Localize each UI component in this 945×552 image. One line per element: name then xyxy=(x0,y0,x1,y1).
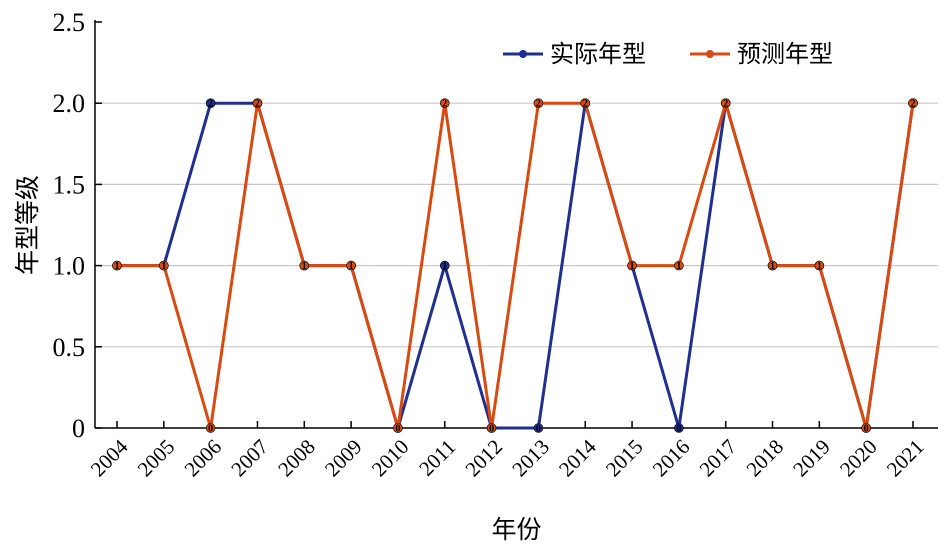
y-tick-label: 0.5 xyxy=(53,333,86,362)
data-point xyxy=(486,423,497,433)
x-tick-labels: 2004 2005 2006 2007 2008 2009 2010 2011 2012 2013… xyxy=(86,434,929,481)
legend-marker-actual xyxy=(519,50,527,58)
data-point xyxy=(674,423,684,433)
data-point xyxy=(767,260,778,271)
data-label: 2 xyxy=(583,99,588,110)
data-label: 2 xyxy=(208,99,213,110)
x-axis-title: 年份 xyxy=(491,515,541,544)
data-label: 2 xyxy=(442,99,447,110)
y-tick-label: 2.0 xyxy=(53,89,86,118)
data-label: 2 xyxy=(255,99,260,110)
x-tick-label: 2006 xyxy=(180,435,227,482)
x-tick-label: 2021 xyxy=(882,435,929,482)
data-point xyxy=(346,260,356,271)
data-point xyxy=(580,98,591,108)
data-label: 0 xyxy=(536,424,541,435)
x-tick-label: 2009 xyxy=(320,435,367,482)
series-group: 1 1 2 2 1 1 0 1 0 0 2 1 0 2 1 1 0 21 1 0 2 1 1 0 2 0 2 2 1 1 2 1 1 0 2 xyxy=(112,98,918,435)
legend-label-actual: 实际年型 xyxy=(550,40,646,68)
data-label: 0 xyxy=(395,424,400,435)
x-tick-label: 2005 xyxy=(133,435,180,482)
data-point xyxy=(814,260,825,271)
data-point xyxy=(205,423,216,433)
y-tick-label: 0 xyxy=(72,414,85,443)
x-tick-label: 2011 xyxy=(414,435,460,481)
grid-lines xyxy=(95,102,938,348)
x-tick-label: 2015 xyxy=(601,435,648,482)
x-tick-label: 2014 xyxy=(554,434,601,481)
x-tick-label: 2018 xyxy=(741,435,788,482)
data-label: 0 xyxy=(208,424,213,435)
data-label: 0 xyxy=(864,424,869,435)
data-label: 1 xyxy=(161,261,166,272)
x-tick-label: 2019 xyxy=(788,435,835,482)
data-point xyxy=(861,423,871,433)
y-tick-labels: 0 0.5 1.0 1.5 2.0 2.5 xyxy=(53,8,86,443)
data-point xyxy=(439,260,450,271)
data-point xyxy=(439,98,450,108)
data-point xyxy=(720,98,731,108)
x-tick-label: 2007 xyxy=(226,435,273,482)
data-label: 1 xyxy=(442,261,447,272)
data-label: 1 xyxy=(349,261,354,272)
y-tick-label: 2.5 xyxy=(53,8,86,37)
series-line xyxy=(117,101,915,430)
legend: 实际年型 预测年型 xyxy=(503,40,833,68)
data-point xyxy=(533,423,544,433)
data-label: 1 xyxy=(676,261,681,272)
legend-marker-forecast xyxy=(706,50,714,58)
data-point xyxy=(112,260,122,271)
data-label: 2 xyxy=(536,99,541,110)
x-tick-label: 2010 xyxy=(367,435,414,482)
axes xyxy=(94,20,938,429)
x-tick-label: 2008 xyxy=(273,435,320,482)
data-label: 0 xyxy=(676,424,681,435)
data-point xyxy=(393,423,403,433)
legend-label-forecast: 预测年型 xyxy=(737,40,833,68)
x-tick-label: 2020 xyxy=(835,435,882,482)
data-label: 1 xyxy=(770,261,775,272)
data-label: 2 xyxy=(723,99,728,110)
x-tick-label: 2013 xyxy=(507,435,554,482)
data-point xyxy=(252,98,263,108)
data-point xyxy=(533,98,544,108)
data-point xyxy=(674,260,684,271)
series-1: 1 1 0 2 1 1 0 2 0 2 2 1 1 2 1 1 0 2 xyxy=(112,98,918,435)
data-point xyxy=(159,260,169,271)
data-label: 1 xyxy=(817,261,822,272)
data-point xyxy=(908,98,918,108)
y-axis-title: 年型等级 xyxy=(13,175,42,275)
y-tick-label: 1.0 xyxy=(53,252,86,281)
x-tick-label: 2017 xyxy=(695,435,742,482)
data-point xyxy=(299,260,310,271)
data-label: 1 xyxy=(630,261,635,272)
x-tick-label: 2012 xyxy=(460,435,507,482)
data-label: 1 xyxy=(302,261,307,272)
data-label: 1 xyxy=(115,261,120,272)
x-tick-label: 2004 xyxy=(86,434,133,481)
data-point xyxy=(627,260,637,271)
data-label: 2 xyxy=(911,99,916,110)
x-tick-label: 2016 xyxy=(648,435,695,482)
data-label: 0 xyxy=(489,424,494,435)
y-tick-label: 1.5 xyxy=(53,170,86,199)
data-point xyxy=(205,98,216,108)
